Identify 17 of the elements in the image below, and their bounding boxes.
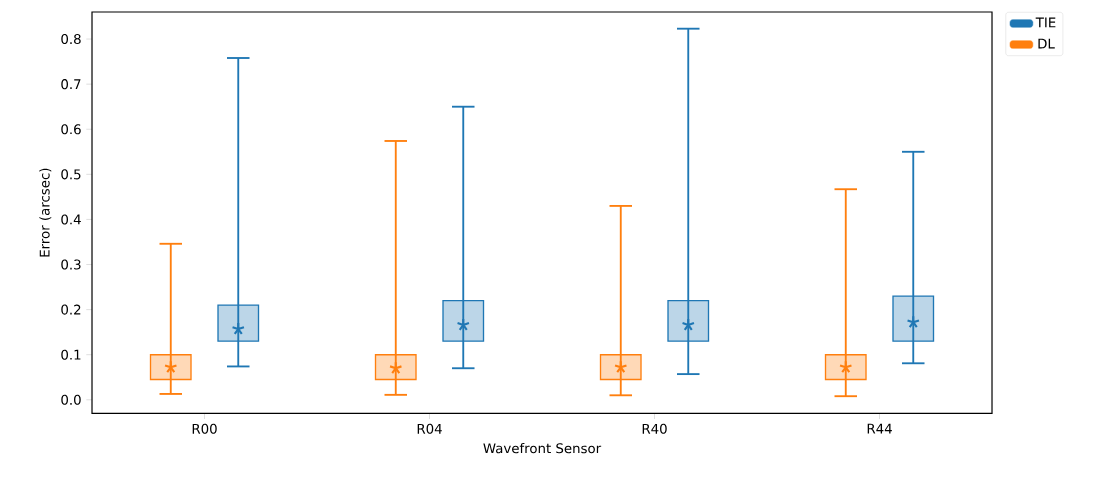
x-tick-label: R44 [867, 423, 892, 434]
legend-label: TIE [1035, 17, 1056, 28]
y-tick-label: 0.6 [61, 124, 81, 135]
x-tick-label: R40 [642, 423, 667, 434]
x-axis-title: Wavefront Sensor [483, 442, 602, 454]
legend-label: DL [1038, 38, 1055, 49]
x-tick-label: R04 [417, 423, 442, 434]
y-axis-title: Error (arcsec) [39, 168, 52, 257]
y-tick-label: 0.1 [61, 349, 81, 360]
y-tick-label: 0.8 [61, 34, 81, 45]
x-tick-label: R00 [192, 423, 217, 434]
y-tick-label: 0.2 [61, 304, 81, 315]
y-tick-label: 0.3 [61, 259, 81, 270]
y-tick-label: 0.4 [61, 214, 81, 225]
y-tick-label: 0.0 [61, 394, 81, 405]
y-tick-label: 0.5 [61, 169, 81, 180]
y-tick-label: 0.7 [61, 79, 81, 90]
